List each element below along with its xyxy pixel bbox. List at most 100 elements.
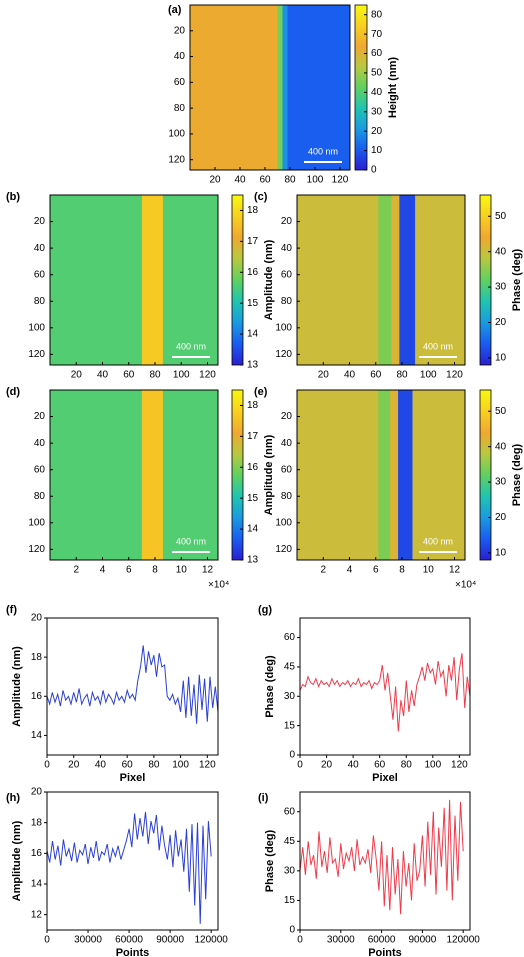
x-tick-label: 10: [423, 565, 435, 576]
panel-label: (a): [168, 4, 182, 16]
data-line: [46, 811, 212, 924]
x-tick-label: 60: [122, 760, 134, 771]
x-tick-label: 6: [373, 565, 379, 576]
y-tick-label: 20: [281, 216, 293, 227]
colorbar: [479, 389, 492, 561]
colorbar-tick-label: 17: [247, 431, 259, 442]
y-tick-label: 80: [281, 296, 293, 307]
y-tick-label: 0: [289, 750, 295, 761]
x-tick-label: 80: [149, 370, 161, 381]
scale-bar-label: 400 nm: [176, 341, 206, 351]
colorbar-tick-label: 15: [247, 493, 259, 504]
heatmap-cell: [398, 390, 413, 560]
heatmap-cell: [162, 390, 219, 560]
panel-label: (g): [258, 604, 272, 616]
x-tick-label: 20: [68, 760, 80, 771]
scale-bar-label: 400 nm: [308, 146, 338, 156]
x-multiplier: ×10⁴: [208, 580, 229, 591]
colorbar-label: Phase (deg): [511, 443, 523, 506]
x-tick-label: 120: [199, 370, 216, 381]
x-tick-label: 120000: [447, 935, 481, 946]
y-tick-label: 40: [34, 243, 46, 254]
colorbar-label: Phase (deg): [511, 248, 523, 311]
colorbar-tick-label: 18: [247, 400, 259, 411]
colorbar-tick-label: 30: [495, 282, 507, 293]
panel-label: (c): [254, 191, 268, 203]
plot-frame: [49, 194, 219, 366]
heatmap-cell: [378, 390, 391, 560]
colorbar-tick-label: 60: [371, 48, 383, 59]
y-axis-label: Phase (deg): [264, 829, 276, 892]
heatmap-cell: [415, 195, 466, 365]
y-tick-label: 45: [284, 836, 296, 847]
plot-frame: [46, 791, 219, 931]
x-axis-label: Pixel: [372, 772, 398, 784]
y-tick-label: 20: [34, 216, 46, 227]
x-tick-label: 80: [396, 370, 408, 381]
plot-frame: [299, 617, 471, 756]
x-tick-label: 12: [202, 565, 214, 576]
y-tick-label: 60: [284, 632, 296, 643]
colorbar-tick-label: 20: [495, 512, 507, 523]
y-tick-label: 40: [34, 438, 46, 449]
y-tick-label: 80: [34, 296, 46, 307]
x-tick-label: 120: [451, 760, 468, 771]
y-tick-label: 15: [284, 720, 296, 731]
heatmap-cell: [277, 5, 283, 170]
y-tick-label: 30: [284, 865, 296, 876]
x-tick-label: 80: [284, 175, 296, 186]
x-tick-label: 0: [44, 935, 50, 946]
y-tick-label: 14: [31, 730, 43, 741]
x-tick-label: 40: [95, 760, 107, 771]
x-tick-label: 20: [321, 760, 333, 771]
heatmap-cell: [282, 5, 288, 170]
y-tick-label: 60: [34, 464, 46, 475]
plot-frame: [46, 617, 219, 756]
x-tick-label: 0: [44, 760, 50, 771]
colorbar-tick-label: 18: [247, 205, 259, 216]
y-axis-label: Phase (deg): [264, 655, 276, 718]
heatmap-cell: [141, 390, 164, 560]
x-tick-label: 40: [97, 370, 109, 381]
colorbar: [231, 194, 244, 366]
y-tick-label: 20: [31, 613, 43, 624]
heatmap-cell: [50, 390, 143, 560]
y-tick-label: 16: [31, 691, 43, 702]
colorbar-tick-label: 16: [247, 462, 259, 473]
y-tick-label: 120: [168, 154, 185, 165]
y-tick-label: 18: [31, 817, 43, 828]
heatmap-cell: [297, 390, 379, 560]
y-tick-label: 18: [31, 652, 43, 663]
y-tick-label: 12: [31, 909, 43, 920]
x-tick-label: 10: [176, 565, 188, 576]
x-tick-label: 30000: [327, 935, 355, 946]
colorbar-label: Amplitude (nm): [263, 434, 275, 515]
y-tick-label: 100: [275, 517, 292, 528]
colorbar-tick-label: 50: [495, 211, 507, 222]
y-tick-label: 120: [275, 349, 292, 360]
x-tick-label: 100: [173, 370, 190, 381]
x-tick-label: 120: [446, 370, 463, 381]
colorbar-tick-label: 13: [247, 360, 259, 371]
heatmap-cell: [390, 390, 399, 560]
y-tick-label: 16: [31, 848, 43, 859]
colorbar-tick-label: 10: [495, 548, 507, 559]
y-tick-label: 60: [34, 269, 46, 280]
x-tick-label: 20: [318, 370, 330, 381]
heatmap-cell: [391, 195, 400, 365]
y-axis-label: Amplitude (nm): [11, 646, 23, 727]
x-tick-label: 120: [199, 760, 216, 771]
x-tick-label: 100: [420, 370, 437, 381]
colorbar-tick-label: 50: [495, 406, 507, 417]
x-tick-label: 100: [172, 760, 189, 771]
x-tick-label: 120: [332, 175, 349, 186]
y-tick-label: 20: [34, 411, 46, 422]
x-tick-label: 12: [449, 565, 461, 576]
colorbar: [479, 194, 492, 366]
x-tick-label: 20: [209, 175, 221, 186]
y-tick-label: 20: [281, 411, 293, 422]
x-tick-label: 60000: [368, 935, 396, 946]
y-tick-label: 20: [31, 787, 43, 798]
x-tick-label: 60000: [115, 935, 143, 946]
